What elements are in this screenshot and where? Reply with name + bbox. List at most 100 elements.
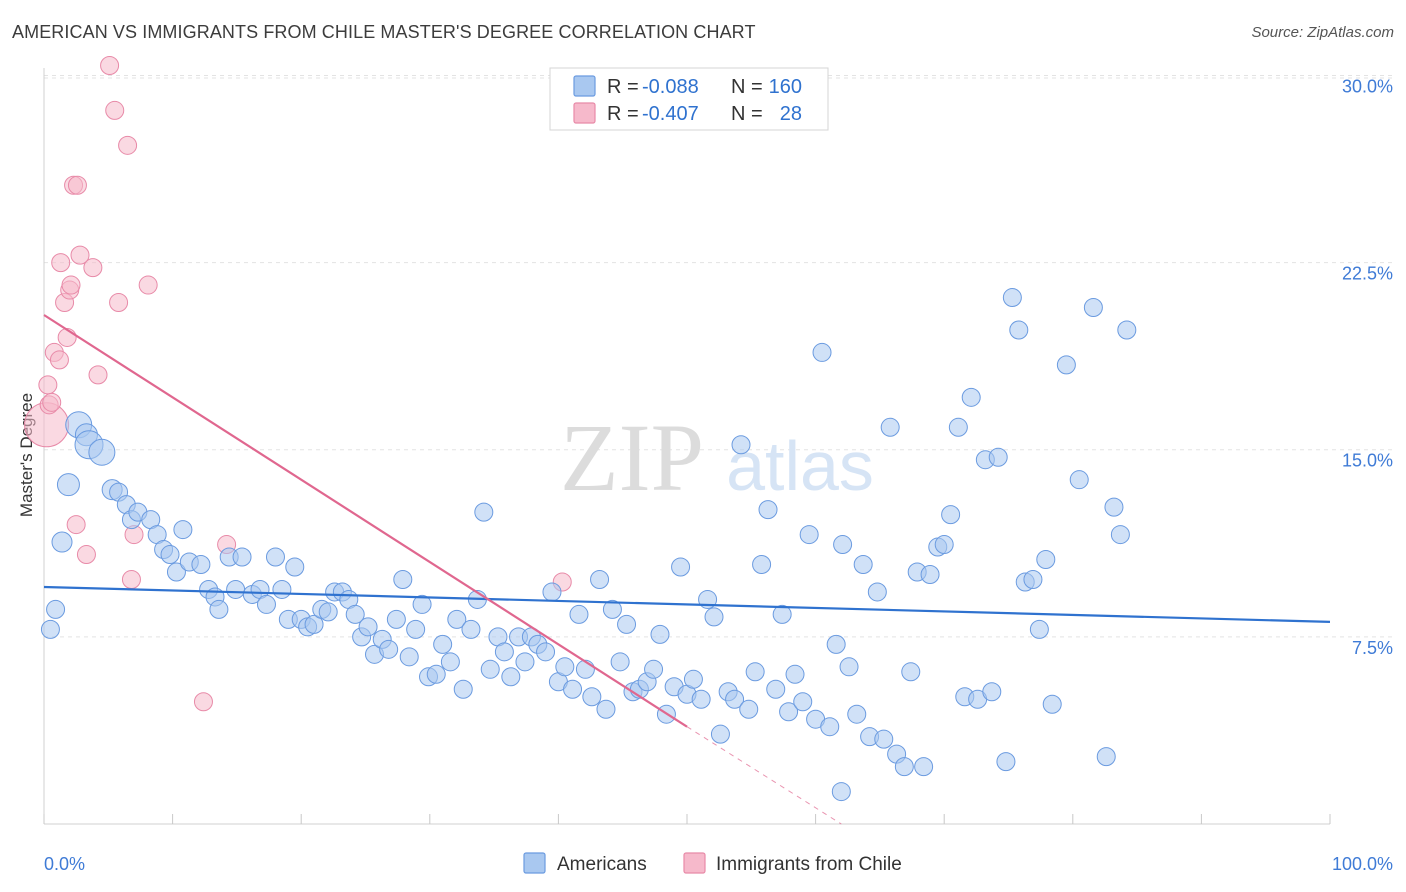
data-point-chile (66, 515, 86, 535)
data-point-americans (1023, 569, 1043, 589)
data-point-americans (683, 669, 703, 689)
data-point-americans (569, 604, 589, 624)
data-point-americans (166, 562, 186, 582)
legend-swatch-americans (573, 75, 596, 97)
y-tick-label: 7.5% (1352, 638, 1393, 658)
data-point-americans (758, 500, 778, 520)
data-point-americans (617, 614, 637, 634)
data-point-americans (610, 652, 630, 672)
data-point-americans (785, 664, 805, 684)
data-point-americans (725, 689, 745, 709)
data-point-chile (100, 55, 120, 75)
data-point-americans (393, 569, 413, 589)
data-point-chile (138, 275, 158, 295)
data-point-americans (453, 679, 473, 699)
legend-swatch-chile (573, 102, 596, 124)
data-point-americans (412, 594, 432, 614)
data-point-americans (285, 557, 305, 577)
data-point-americans (880, 417, 900, 437)
series-americans-points (40, 288, 1137, 802)
series-chile-points (24, 55, 572, 712)
legend-r-value-americans: -0.088 (642, 76, 699, 98)
data-point-americans (160, 545, 180, 565)
data-point-chile (61, 275, 81, 295)
bottom-legend-swatch-americans (523, 852, 546, 874)
data-point-americans (853, 555, 873, 575)
data-point-americans (447, 609, 467, 629)
legend-n-label-americans: N = (731, 76, 763, 98)
data-point-chile (76, 545, 96, 565)
legend-r-label-chile: R = (607, 103, 639, 125)
bottom-legend-swatch-chile (683, 852, 706, 874)
data-point-chile (70, 245, 90, 265)
data-point-americans (914, 757, 934, 777)
data-point-americans (1083, 298, 1103, 318)
data-point-americans (461, 619, 481, 639)
data-point-americans (710, 724, 730, 744)
trend-line-chile (43, 314, 688, 728)
y-tick-label: 30.0% (1342, 76, 1393, 96)
legend-box: R = -0.088 N = 160 R = -0.407 N = 28 (549, 67, 829, 131)
data-point-americans (901, 662, 921, 682)
data-point-americans (433, 634, 453, 654)
data-point-chile (105, 100, 125, 120)
data-point-americans (575, 659, 595, 679)
data-point-americans (265, 547, 285, 567)
data-point-americans (1042, 694, 1062, 714)
data-point-chile (118, 135, 138, 155)
data-point-americans (590, 569, 610, 589)
data-point-americans (874, 729, 894, 749)
data-point-americans (831, 782, 851, 802)
data-point-americans (256, 594, 276, 614)
data-point-americans (494, 642, 514, 662)
data-point-chile (88, 365, 108, 385)
data-point-americans (731, 435, 751, 455)
data-point-americans (766, 679, 786, 699)
legend-n-label-chile: N = (731, 103, 763, 125)
data-point-americans (563, 679, 583, 699)
data-point-americans (934, 535, 954, 555)
bottom-legend: Americans Immigrants from Chile (523, 852, 902, 875)
legend-frame (549, 67, 829, 131)
watermark-zip: ZIP (560, 404, 704, 511)
data-point-americans (51, 531, 73, 553)
legend-r-value-chile: -0.407 (642, 103, 699, 125)
data-point-americans (1029, 619, 1049, 639)
data-point-americans (345, 604, 365, 624)
legend-n-value-chile: 28 (780, 103, 802, 125)
data-point-americans (542, 582, 562, 602)
x-tick-labels: 0.0% 100.0% (44, 854, 1393, 874)
data-point-chile (121, 569, 141, 589)
data-point-americans (515, 652, 535, 672)
bottom-legend-chile: Immigrants from Chile (716, 854, 902, 875)
data-point-americans (812, 342, 832, 362)
data-point-americans (56, 473, 80, 497)
y-tick-label: 22.5% (1342, 264, 1393, 284)
chart-title: AMERICAN VS IMMIGRANTS FROM CHILE MASTER… (12, 22, 756, 42)
bottom-legend-americans: Americans (557, 854, 647, 875)
data-point-chile (51, 253, 71, 273)
legend-r-label-americans: R = (607, 76, 639, 98)
data-point-americans (88, 438, 116, 466)
y-tick-labels: 7.5% 15.0% 22.5% 30.0% (1342, 76, 1393, 657)
data-point-americans (173, 520, 193, 540)
data-point-americans (799, 525, 819, 545)
data-point-americans (1110, 525, 1130, 545)
data-point-americans (847, 704, 867, 724)
data-point-americans (379, 639, 399, 659)
data-point-americans (555, 657, 575, 677)
data-point-americans (839, 657, 859, 677)
data-point-americans (209, 599, 229, 619)
x-tick-label: 100.0% (1332, 854, 1393, 874)
data-point-americans (386, 609, 406, 629)
data-point-americans (480, 659, 500, 679)
data-point-chile (193, 692, 213, 712)
data-point-americans (961, 387, 981, 407)
data-point-chile (49, 350, 69, 370)
data-point-americans (820, 717, 840, 737)
data-point-americans (1096, 747, 1116, 767)
data-point-americans (793, 692, 813, 712)
data-point-americans (1036, 550, 1056, 570)
data-point-americans (867, 582, 887, 602)
